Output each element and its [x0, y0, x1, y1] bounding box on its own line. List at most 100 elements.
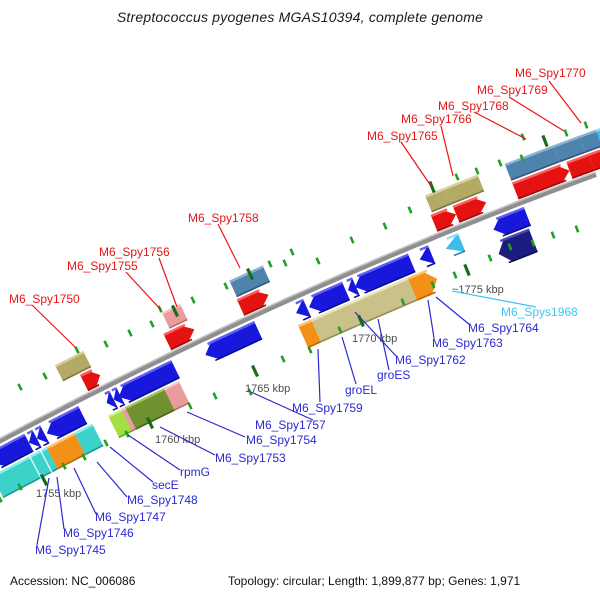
- gene-bevel-highlight: [207, 321, 256, 346]
- gene-label[interactable]: M6_Spy1758: [188, 211, 259, 225]
- gene-label[interactable]: M6_Spy1748: [127, 493, 198, 507]
- gene-arrow-left-blue[interactable]: [36, 425, 50, 444]
- topology-text: Topology: circular; Length: 1,899,877 bp…: [228, 574, 521, 588]
- minor-feature-tick: [282, 259, 288, 267]
- label-leader-line: [354, 311, 397, 357]
- gene-segment-divider: [28, 455, 42, 479]
- gene-bevel-shadow: [56, 422, 88, 440]
- gene-block-tan[interactable]: [351, 277, 418, 325]
- minor-feature-tick: [315, 257, 321, 265]
- gene-block-olive[interactable]: [444, 174, 485, 205]
- gene-bevel-shadow: [174, 402, 190, 411]
- gene-bevel-highlight: [111, 386, 118, 392]
- gene-label[interactable]: M6_Spy1750: [9, 292, 80, 306]
- gene-bevel-highlight: [553, 135, 581, 148]
- gene-bevel-shadow: [2, 467, 58, 499]
- gene-arrow-left-blue[interactable]: [205, 321, 263, 360]
- label-leader-line: [451, 290, 537, 308]
- gene-label[interactable]: M6_Spy1747: [95, 510, 166, 524]
- minor-feature-tick: [507, 243, 513, 251]
- gene-arrow-left-blue[interactable]: [28, 429, 42, 448]
- gene-label[interactable]: M6_Spy1753: [215, 451, 286, 465]
- gene-label[interactable]: M6_Spy1755: [67, 259, 138, 273]
- gene-block-tan[interactable]: [311, 301, 362, 343]
- gene-arrow-right-red[interactable]: [512, 165, 570, 200]
- gene-block-turquoise[interactable]: [0, 447, 58, 498]
- gene-label[interactable]: M6_Spys1968: [501, 305, 578, 319]
- gene-block-olive[interactable]: [55, 351, 92, 382]
- gene-bevel-shadow: [0, 450, 34, 469]
- gene-label[interactable]: M6_Spy1764: [468, 321, 539, 335]
- gene-block-pink[interactable]: [163, 381, 190, 411]
- gene-arrow-left-blue[interactable]: [46, 406, 88, 438]
- gene-bevel-highlight: [579, 129, 598, 138]
- label-leader-line: [158, 257, 178, 308]
- minor-feature-tick: [574, 225, 580, 233]
- gene-label[interactable]: M6_Spy1754: [246, 433, 317, 447]
- gene-bevel-highlight: [504, 145, 555, 167]
- label-leader-line: [473, 111, 527, 140]
- minor-feature-tick: [124, 430, 130, 438]
- gene-bevel-highlight: [511, 164, 562, 185]
- gene-label[interactable]: M6_Spy1766: [401, 112, 472, 126]
- gene-bevel-highlight: [54, 350, 85, 368]
- gene-block-steelblue[interactable]: [229, 265, 271, 298]
- gene-block-orange[interactable]: [298, 319, 322, 349]
- gene-label[interactable]: M6_Spy1769: [477, 83, 548, 97]
- gene-block-steelblue[interactable]: [504, 145, 560, 181]
- gene-arrow-left-blue[interactable]: [106, 390, 119, 409]
- gene-block-turquoise[interactable]: [74, 423, 104, 456]
- gene-arrow-right-orange[interactable]: [407, 271, 438, 301]
- gene-label[interactable]: M6_Spy1746: [63, 526, 134, 540]
- gene-block-pink[interactable]: [121, 407, 137, 432]
- gene-label[interactable]: M6_Spy1759: [292, 401, 363, 415]
- label-leader-line: [159, 426, 216, 456]
- gene-label[interactable]: groES: [377, 368, 410, 382]
- gene-block-olivegreen[interactable]: [125, 387, 177, 430]
- gene-arrow-left-blue[interactable]: [296, 299, 312, 318]
- gene-bevel-highlight: [495, 206, 525, 221]
- gene-label[interactable]: groEL: [345, 383, 377, 397]
- gene-label[interactable]: secE: [152, 478, 179, 492]
- gene-arrow-left-blue[interactable]: [118, 360, 180, 402]
- gene-arrow-left-blue[interactable]: [419, 245, 436, 264]
- gene-label[interactable]: M6_Spy1763: [432, 336, 503, 350]
- gene-label[interactable]: M6_Spy1745: [35, 543, 106, 557]
- minor-feature-tick: [519, 154, 525, 162]
- gene-arrow-left-blue[interactable]: [348, 277, 360, 296]
- gene-label[interactable]: rpmG: [180, 465, 210, 479]
- gene-bevel-shadow: [87, 384, 100, 392]
- gene-bevel-shadow: [426, 262, 436, 268]
- gene-bevel-shadow: [559, 151, 586, 163]
- gene-bevel-shadow: [214, 337, 263, 362]
- gene-bevel-shadow: [502, 224, 532, 237]
- gene-block-orange[interactable]: [46, 432, 86, 470]
- gene-bevel-shadow: [84, 444, 104, 456]
- gene-label[interactable]: M6_Spy1756: [99, 245, 170, 259]
- gene-bevel-highlight: [446, 232, 459, 240]
- gene-bevel-highlight: [595, 128, 600, 132]
- gene-bevel-highlight: [452, 196, 478, 209]
- minor-feature-tick: [212, 392, 218, 400]
- gene-bevel-highlight: [74, 423, 94, 435]
- gene-label[interactable]: M6_Spy1757: [255, 418, 326, 432]
- gene-segment-divider: [39, 449, 53, 473]
- gene-bevel-highlight: [163, 323, 186, 336]
- gene-label[interactable]: M6_Spy1762: [395, 353, 466, 367]
- gene-arrow-left-skyblue[interactable]: [445, 233, 466, 252]
- minor-feature-tick: [452, 271, 458, 279]
- gene-label[interactable]: M6_Spy1770: [515, 66, 586, 80]
- gene-block-steelblue[interactable]: [553, 135, 586, 163]
- label-leader-line: [36, 477, 50, 546]
- gene-bevel-highlight: [46, 432, 76, 450]
- gene-arrow-left-blue[interactable]: [0, 433, 34, 467]
- gene-label[interactable]: M6_Spy1765: [367, 129, 438, 143]
- minor-feature-tick: [400, 298, 406, 306]
- minor-feature-tick: [170, 304, 180, 318]
- label-leader-line: [56, 476, 65, 530]
- gene-bevel-shadow: [168, 318, 188, 329]
- gene-block-lime[interactable]: [108, 408, 134, 439]
- gene-label[interactable]: M6_Spy1768: [438, 99, 509, 113]
- gene-arrow-left-blue[interactable]: [355, 253, 416, 292]
